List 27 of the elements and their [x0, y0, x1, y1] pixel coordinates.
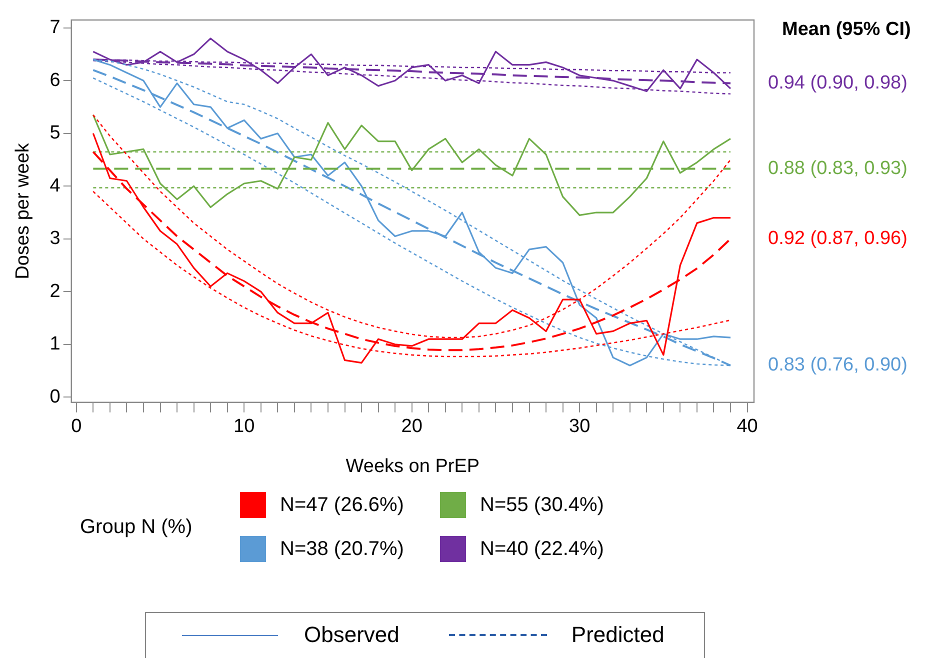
y-tick-label: 3: [50, 228, 60, 250]
y-tick-label: 6: [50, 70, 60, 91]
y-tick-label: 7: [50, 17, 60, 38]
text: 0.92 (0.87, 0.96): [768, 228, 908, 250]
legend-label: N=55 (30.4%): [480, 494, 604, 516]
text: Observed: [304, 622, 400, 648]
text: 0.94 (0.90, 0.98): [768, 72, 908, 94]
x-tick-label: 30: [569, 416, 590, 438]
x-tick-label: 0: [71, 416, 82, 438]
text: 0.83 (0.76, 0.90): [768, 354, 908, 376]
y-tick-label: 5: [50, 122, 60, 144]
legend-label: N=47 (26.6%): [280, 494, 404, 516]
legend-title: Group N (%): [80, 516, 194, 538]
text: Mean (95% CI): [782, 19, 911, 40]
x-tick-label: 40: [736, 416, 758, 438]
y-axis-title: Doses per week: [12, 142, 34, 280]
y-tick-label: 4: [50, 175, 61, 196]
x-tick-label: 20: [401, 416, 422, 438]
y-tick-label: 2: [50, 280, 60, 302]
y-tick-label: 1: [50, 334, 60, 355]
legend-label: N=40 (22.4%): [480, 538, 604, 560]
text: 0.88 (0.83, 0.93): [768, 158, 908, 179]
legend-label: N=38 (20.7%): [280, 538, 404, 560]
x-axis-title: Weeks on PrEP: [346, 456, 480, 477]
x-tick-label: 10: [234, 416, 255, 438]
text: Predicted: [571, 622, 664, 648]
y-tick-label: 0: [50, 386, 60, 408]
